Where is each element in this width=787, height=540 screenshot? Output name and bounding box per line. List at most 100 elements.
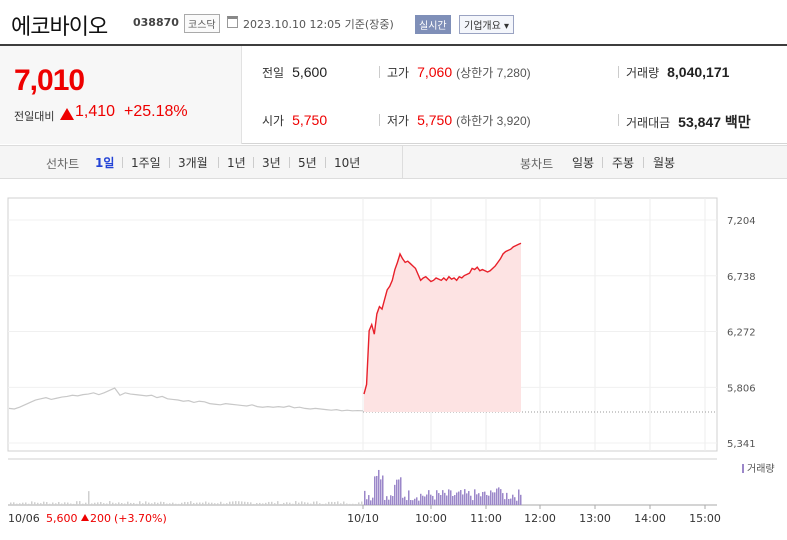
volume-bar bbox=[19, 503, 21, 505]
today-price-line bbox=[363, 242, 522, 395]
tab-10y[interactable]: 10년 bbox=[334, 156, 361, 170]
low-label: 저가 bbox=[387, 114, 410, 128]
volume-bar bbox=[386, 496, 388, 505]
x-axis-ticks: 10/10 10:00 11:00 12:00 13:00 14:00 15:00 bbox=[347, 505, 721, 525]
volume-bar bbox=[319, 503, 321, 505]
volume-bar bbox=[37, 502, 39, 505]
low-price: 저가 5,750 (하한가 3,920) bbox=[379, 112, 531, 129]
volume-bar bbox=[187, 502, 189, 505]
stock-header: 에코바이오 038870 코스닥 2023.10.10 12:05 기준(장중)… bbox=[0, 0, 787, 46]
volume-bar bbox=[40, 503, 42, 505]
volume-bar bbox=[474, 489, 476, 505]
y-tick-label: 7,204 bbox=[727, 216, 756, 227]
volume-bar bbox=[286, 502, 288, 505]
tab-3m[interactable]: 3개월 bbox=[178, 156, 208, 170]
tab-monthly-candle[interactable]: 월봉 bbox=[653, 156, 676, 170]
volume-bar bbox=[190, 501, 192, 505]
volume-bar bbox=[414, 498, 416, 505]
realtime-button[interactable]: 실시간 bbox=[415, 15, 451, 34]
change-label: 전일대비 bbox=[14, 110, 55, 123]
volume-bar bbox=[289, 502, 291, 505]
volume-bar bbox=[220, 501, 222, 505]
change-percent: +25.18% bbox=[124, 103, 188, 120]
tab-5y[interactable]: 5년 bbox=[298, 156, 317, 170]
volume-bar bbox=[64, 502, 66, 505]
high-label: 고가 bbox=[387, 66, 410, 80]
volume-bar bbox=[166, 503, 168, 505]
volume-bar bbox=[217, 503, 219, 505]
volume-bar bbox=[518, 489, 520, 505]
volume-bar bbox=[55, 503, 57, 505]
volume-bar bbox=[424, 496, 426, 505]
calendar-icon bbox=[227, 16, 238, 28]
volume-bar bbox=[480, 496, 482, 505]
tab-weekly-candle[interactable]: 주봉 bbox=[612, 156, 635, 170]
volume-bars bbox=[8, 458, 717, 506]
volume-bar bbox=[184, 501, 186, 505]
volume-bar bbox=[325, 503, 327, 505]
x-tick-label: 13:00 bbox=[579, 512, 611, 525]
volume-bar bbox=[226, 503, 228, 505]
tab-1y[interactable]: 1년 bbox=[227, 156, 246, 170]
tab-3y[interactable]: 3년 bbox=[262, 156, 281, 170]
volume-bar bbox=[67, 502, 69, 505]
volume-bar bbox=[46, 502, 48, 505]
volume-bar bbox=[304, 502, 306, 505]
volume-bar bbox=[460, 490, 462, 505]
volume-bar bbox=[169, 503, 171, 505]
tab-1w[interactable]: 1주일 bbox=[131, 156, 161, 170]
volume-bar bbox=[250, 502, 252, 505]
volume-bar bbox=[366, 499, 368, 505]
volume-bar bbox=[292, 503, 294, 505]
lower-limit: (하한가 3,920) bbox=[456, 114, 531, 128]
volume-bar bbox=[426, 494, 428, 505]
volume-bar bbox=[82, 503, 84, 505]
volume-bar bbox=[486, 494, 488, 505]
volume-bar bbox=[484, 491, 486, 505]
tab-separator bbox=[169, 157, 170, 168]
volume-bar bbox=[208, 502, 210, 505]
footer-change-pct: (+3.70%) bbox=[114, 512, 167, 525]
volume-bar bbox=[268, 501, 270, 505]
volume-bar bbox=[448, 489, 450, 505]
volume-bar bbox=[462, 494, 464, 505]
prev-close-label: 전일 bbox=[262, 66, 285, 80]
volume-bar bbox=[49, 503, 51, 505]
chart-footer: 10/06 5,600 200 (+3.70%) bbox=[8, 512, 167, 525]
volume-bar bbox=[512, 494, 514, 505]
trade-amount: 거래대금 53,847 백만 bbox=[618, 112, 751, 132]
tab-daily-candle[interactable]: 일봉 bbox=[572, 156, 595, 170]
high-value: 7,060 bbox=[417, 64, 453, 80]
volume-bar bbox=[145, 501, 147, 505]
volume-legend-swatch bbox=[742, 464, 744, 473]
volume-bar bbox=[112, 502, 114, 505]
prev-close: 전일 5,600 bbox=[262, 64, 327, 81]
corp-info-dropdown[interactable]: 기업개요 ▾ bbox=[459, 15, 514, 34]
open-value: 5,750 bbox=[292, 112, 328, 128]
volume-bar bbox=[343, 501, 345, 505]
volume-bar bbox=[476, 494, 478, 505]
volume-bar bbox=[34, 502, 36, 505]
volume-bar bbox=[25, 502, 27, 505]
tab-1d[interactable]: 1일 bbox=[95, 156, 115, 170]
volume-label: 거래량 bbox=[626, 66, 660, 80]
x-tick-label: 11:00 bbox=[470, 512, 502, 525]
volume-bar bbox=[355, 503, 357, 505]
volume-legend: 거래량 bbox=[742, 463, 775, 475]
volume-bar bbox=[466, 493, 468, 505]
volume-bar bbox=[372, 497, 374, 505]
volume-bar bbox=[214, 503, 216, 505]
volume-bar bbox=[444, 492, 446, 505]
volume-bar bbox=[337, 501, 339, 505]
volume-bar bbox=[151, 503, 153, 505]
volume-bar bbox=[470, 495, 472, 505]
volume-bar bbox=[456, 492, 458, 505]
volume-bar bbox=[313, 501, 315, 505]
prev-close-value: 5,600 bbox=[292, 64, 328, 80]
volume-bar bbox=[262, 503, 264, 505]
volume-bar bbox=[334, 502, 336, 505]
volume-bar bbox=[496, 488, 498, 505]
volume: 거래량 8,040,171 bbox=[617, 64, 729, 81]
volume-bar bbox=[422, 495, 424, 505]
